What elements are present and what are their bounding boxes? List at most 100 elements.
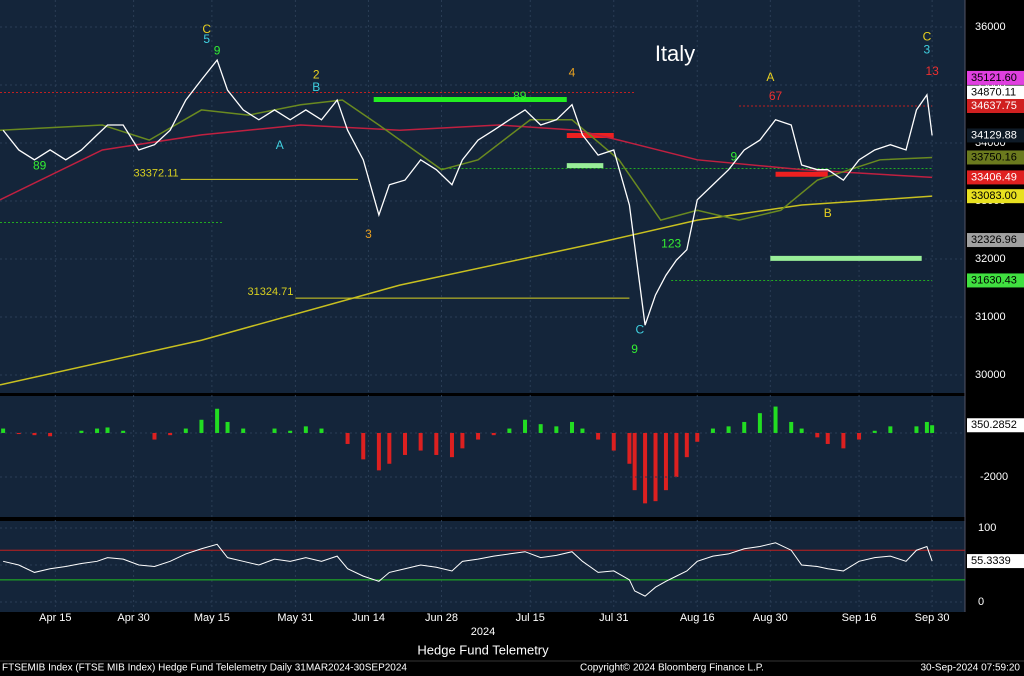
x-tick-label: Apr 15 xyxy=(39,612,71,624)
histogram-bar xyxy=(418,432,423,451)
histogram-bar xyxy=(580,428,585,433)
count-annotation: 89 xyxy=(33,158,47,172)
histogram-bar xyxy=(888,426,893,433)
y-tick-label: 100 xyxy=(978,522,996,534)
histogram-bar xyxy=(32,432,37,436)
histogram-bar xyxy=(288,430,293,433)
x-tick-label: Jul 15 xyxy=(516,612,545,624)
chart-title: Italy xyxy=(655,41,695,66)
histogram-bar xyxy=(710,428,715,433)
histogram-bar xyxy=(726,426,731,433)
count-annotation: 67 xyxy=(769,89,783,103)
price-label: 33083.00 xyxy=(971,190,1017,202)
level-label: 31324.71 xyxy=(248,286,294,298)
price-label: 32326.96 xyxy=(971,234,1017,246)
histogram-bar xyxy=(241,428,246,433)
price-label: 34129.88 xyxy=(971,129,1017,141)
rsi-label: 55.3339 xyxy=(971,555,1011,567)
rsi-line xyxy=(3,542,933,597)
moving-average xyxy=(0,99,933,222)
histogram-bar xyxy=(596,432,601,440)
count-annotation: 89 xyxy=(513,89,527,103)
count-annotation: C xyxy=(923,30,932,44)
histogram-bar xyxy=(225,421,230,433)
count-annotation: A xyxy=(276,138,284,152)
histogram-bar xyxy=(924,421,929,433)
histogram-bar xyxy=(272,428,277,433)
histogram-bar xyxy=(872,430,877,433)
histogram-bar xyxy=(663,432,668,491)
histogram-bar xyxy=(215,408,220,433)
histogram-bar xyxy=(168,432,173,436)
price-label: 34870.11 xyxy=(971,86,1016,98)
histogram-bar xyxy=(387,432,392,464)
count-annotation: A xyxy=(766,70,774,84)
y-tick-label: 32000 xyxy=(975,253,1006,265)
histogram-bar xyxy=(695,432,700,442)
histogram-bar xyxy=(815,432,820,438)
price-panel xyxy=(0,0,965,393)
histogram-bar xyxy=(121,430,126,433)
rsi-label-box xyxy=(967,554,1024,569)
price-label-box xyxy=(967,273,1024,288)
count-annotation: 9 xyxy=(631,342,638,356)
histogram-bar xyxy=(554,426,559,433)
x-tick-label: Jun 14 xyxy=(352,612,385,624)
price-line xyxy=(2,58,933,326)
footer-left: FTSEMIB Index (FTSE MIB Index) Hedge Fun… xyxy=(2,663,407,674)
histogram-bar xyxy=(491,432,496,436)
price-label-box xyxy=(967,70,1024,85)
histogram-bar xyxy=(653,432,658,502)
price-label: 33750.16 xyxy=(971,151,1017,163)
histogram-bar xyxy=(95,428,100,433)
price-label-box xyxy=(967,85,1024,100)
histogram-bar xyxy=(79,430,84,433)
histogram-bar xyxy=(16,432,21,435)
histogram-bar xyxy=(643,432,648,504)
x-tick-label: Apr 30 xyxy=(117,612,149,624)
histogram-bar xyxy=(460,432,465,449)
price-label-box xyxy=(967,189,1024,204)
moving-average xyxy=(0,195,933,386)
histogram-bar xyxy=(570,421,575,433)
year-label: 2024 xyxy=(471,626,495,638)
moving-average xyxy=(0,124,933,201)
histogram-bar xyxy=(841,432,846,449)
y-tick-label: -2000 xyxy=(980,471,1008,483)
histogram-bar xyxy=(914,426,919,433)
histogram-bar xyxy=(857,432,862,440)
footer-right: 30-Sep-2024 07:59:20 xyxy=(920,663,1020,674)
histogram-bar xyxy=(757,413,762,433)
y-tick-label: 30000 xyxy=(975,369,1006,381)
histogram-bar xyxy=(627,432,632,464)
price-label: 35121.60 xyxy=(971,72,1017,84)
count-annotation: 123 xyxy=(661,237,681,251)
histogram-bar xyxy=(345,432,350,444)
rsi-panel xyxy=(0,521,965,612)
price-label: 34637.75 xyxy=(971,100,1017,112)
y-tick-label: 31000 xyxy=(975,311,1006,323)
price-label-box xyxy=(967,98,1024,113)
histogram-bar xyxy=(476,432,481,440)
histogram-bar xyxy=(48,432,53,437)
y-tick-label: 36000 xyxy=(975,21,1006,33)
histogram-bar xyxy=(434,432,439,455)
histogram-bar xyxy=(523,419,528,433)
count-annotation: C xyxy=(636,323,645,337)
x-tick-label: Jul 31 xyxy=(599,612,628,624)
count-annotation: 5 xyxy=(203,32,210,46)
price-label-box xyxy=(967,170,1024,185)
histogram-bar xyxy=(361,432,366,460)
histogram-bar xyxy=(199,419,204,433)
price-label: 33406.49 xyxy=(971,171,1017,183)
histogram-bar xyxy=(789,421,794,433)
histogram-bar xyxy=(319,428,324,433)
x-tick-label: May 15 xyxy=(194,612,230,624)
histogram-bar xyxy=(183,428,188,433)
count-annotation: 3 xyxy=(365,227,372,241)
count-annotation: 9 xyxy=(730,150,737,164)
histogram-bar xyxy=(303,426,308,433)
x-tick-label: Jun 28 xyxy=(425,612,458,624)
